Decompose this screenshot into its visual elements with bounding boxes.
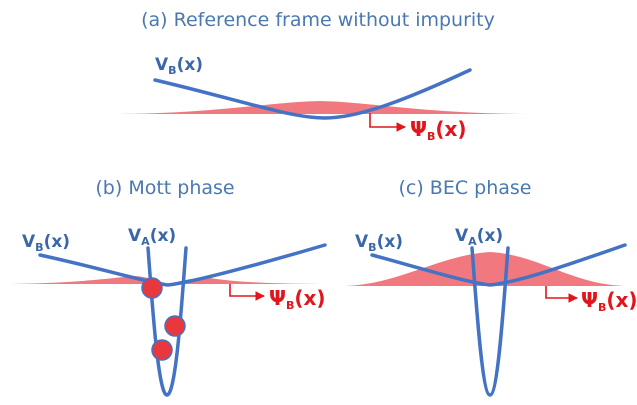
symbol: V xyxy=(128,226,142,246)
subscript: B xyxy=(598,301,606,314)
subscript: B xyxy=(368,241,376,254)
argument: (x) xyxy=(150,226,177,246)
argument: (x) xyxy=(435,117,466,141)
potential-label: VB(x) xyxy=(22,232,70,254)
argument: (x) xyxy=(377,232,404,252)
wavefunction xyxy=(10,276,330,284)
subscript: B xyxy=(35,241,43,254)
symbol: V xyxy=(155,55,169,75)
arrow xyxy=(546,286,577,298)
diagram: (a) Reference frame without impurity VB(… xyxy=(0,0,637,405)
symbol: Ψ xyxy=(581,288,598,312)
wavefunction-label: ΨB(x) xyxy=(269,286,326,312)
subscript: B xyxy=(168,64,176,77)
arrow xyxy=(370,113,405,127)
particle xyxy=(152,340,172,360)
arrow xyxy=(230,284,264,296)
panel-a: (a) Reference frame without impurity VB(… xyxy=(120,9,525,143)
wavefunction-label: ΨB(x) xyxy=(410,117,467,143)
particle xyxy=(142,278,162,298)
symbol: Ψ xyxy=(269,286,286,310)
wavefunction xyxy=(120,101,525,114)
subscript: B xyxy=(286,299,294,312)
subscript: B xyxy=(427,130,435,143)
panel-title: (b) Mott phase xyxy=(95,177,234,199)
symbol: V xyxy=(355,232,369,252)
symbol: Ψ xyxy=(410,117,427,141)
wavefunction xyxy=(345,252,625,286)
wavefunction-label: ΨB(x) xyxy=(581,288,637,314)
panel-title: (a) Reference frame without impurity xyxy=(141,9,495,31)
argument: (x) xyxy=(294,286,325,310)
panel-c: (c) BEC phase VB(x) VA(x) ΨB(x) xyxy=(345,177,637,395)
symbol: V xyxy=(22,232,36,252)
argument: (x) xyxy=(177,55,204,75)
panel-b: (b) Mott phase VB(x) VA(x) ΨB(x) xyxy=(10,177,330,395)
argument: (x) xyxy=(606,288,637,312)
potential-label: VA(x) xyxy=(455,226,503,248)
potential-label: VB(x) xyxy=(155,55,203,77)
potential-label: VB(x) xyxy=(355,232,403,254)
symbol: V xyxy=(455,226,469,246)
potential-label: VA(x) xyxy=(128,226,176,248)
panel-title: (c) BEC phase xyxy=(399,177,532,199)
particle xyxy=(165,316,185,336)
argument: (x) xyxy=(44,232,71,252)
argument: (x) xyxy=(477,226,504,246)
